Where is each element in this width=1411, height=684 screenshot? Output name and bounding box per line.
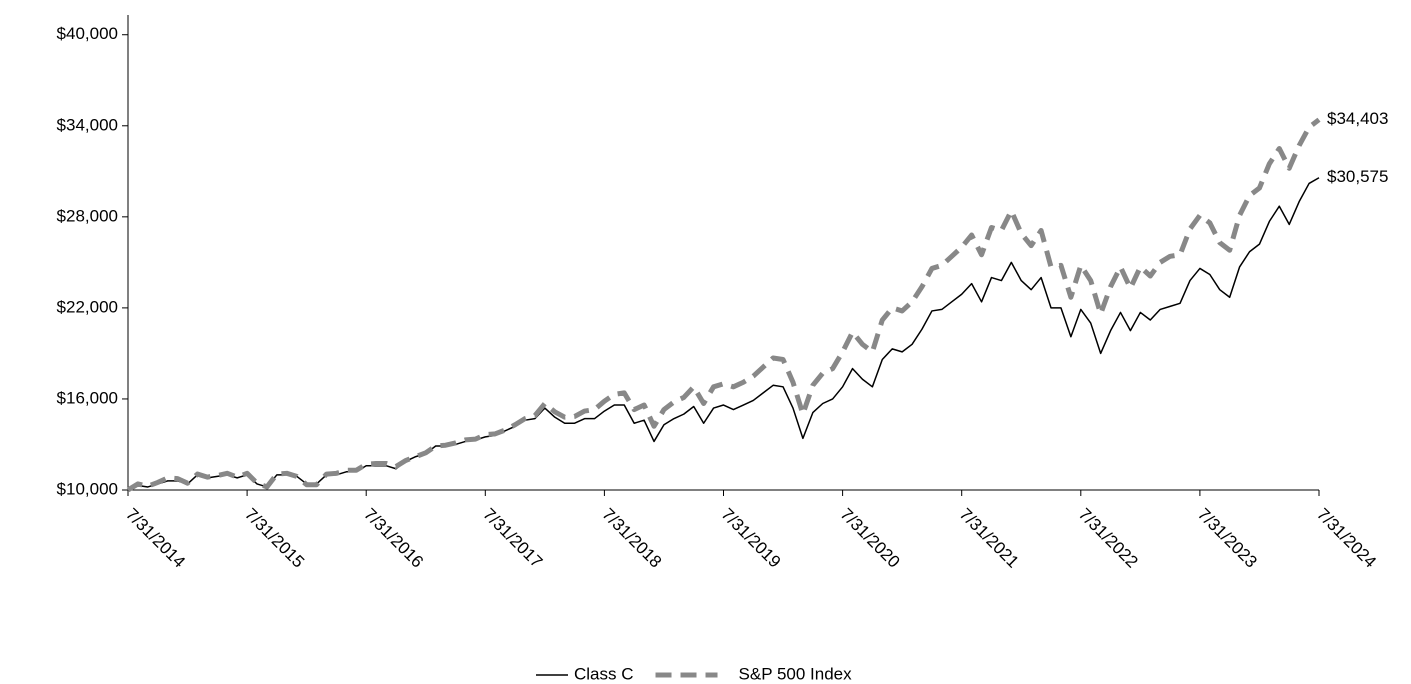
series-line [127,177,1320,491]
x-tick-label: 7/31/2014 [122,505,189,572]
end-value-label: $30,575 [1327,167,1388,186]
end-value-label: $34,403 [1327,109,1388,128]
y-tick-label: $34,000 [57,115,118,134]
x-tick-label: 7/31/2021 [956,505,1023,572]
y-tick-label: $22,000 [57,297,118,316]
series-line [126,117,1321,493]
x-tick-label: 7/31/2019 [718,505,785,572]
y-tick-label: $40,000 [57,24,118,43]
legend-label: Class C [574,664,634,683]
x-tick-label: 7/31/2024 [1313,505,1380,572]
x-tick-label: 7/31/2018 [598,505,665,572]
y-tick-label: $28,000 [57,206,118,225]
x-tick-label: 7/31/2017 [479,505,546,572]
y-tick-label: $16,000 [57,388,118,407]
x-tick-label: 7/31/2016 [360,505,427,572]
legend-label: S&P 500 Index [739,664,853,683]
x-tick-label: 7/31/2022 [1075,505,1142,572]
x-tick-label: 7/31/2020 [837,505,904,572]
x-tick-label: 7/31/2023 [1194,505,1261,572]
y-tick-label: $10,000 [57,479,118,498]
x-tick-label: 7/31/2015 [241,505,308,572]
